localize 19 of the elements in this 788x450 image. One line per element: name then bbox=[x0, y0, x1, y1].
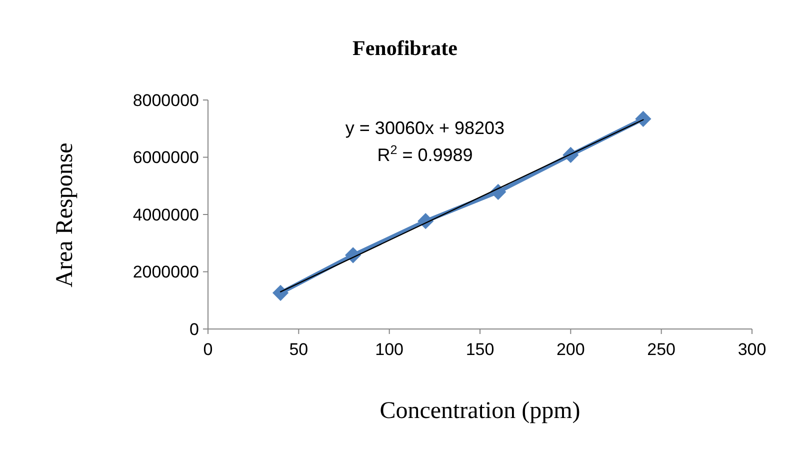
y-axis-title: Area Response bbox=[52, 142, 78, 288]
x-tick-label: 100 bbox=[375, 340, 404, 359]
y-tick-label: 4000000 bbox=[132, 205, 199, 224]
x-tick-label: 50 bbox=[289, 340, 308, 359]
point bbox=[272, 284, 289, 301]
y-tick-label: 2000000 bbox=[132, 262, 199, 282]
chart-title: Fenofibrate bbox=[352, 36, 458, 60]
annotation: R$^{2}$ = 0.9989 bbox=[377, 143, 473, 165]
y-tick-label: 6000000 bbox=[132, 148, 199, 168]
y-tick-label: 8000000 bbox=[132, 90, 199, 110]
y-tick-label: 0 bbox=[190, 320, 199, 339]
annotation: y = 30060x + 98203 bbox=[345, 118, 505, 138]
x-tick-label: 250 bbox=[647, 340, 676, 359]
x-tick-label: 0 bbox=[203, 340, 213, 359]
x-tick-label: 200 bbox=[556, 340, 585, 359]
point bbox=[635, 110, 652, 127]
x-axis-title: Concentration (ppm) bbox=[380, 398, 580, 424]
x-tick-label: 300 bbox=[738, 340, 766, 359]
x-tick-label: 150 bbox=[466, 340, 494, 359]
